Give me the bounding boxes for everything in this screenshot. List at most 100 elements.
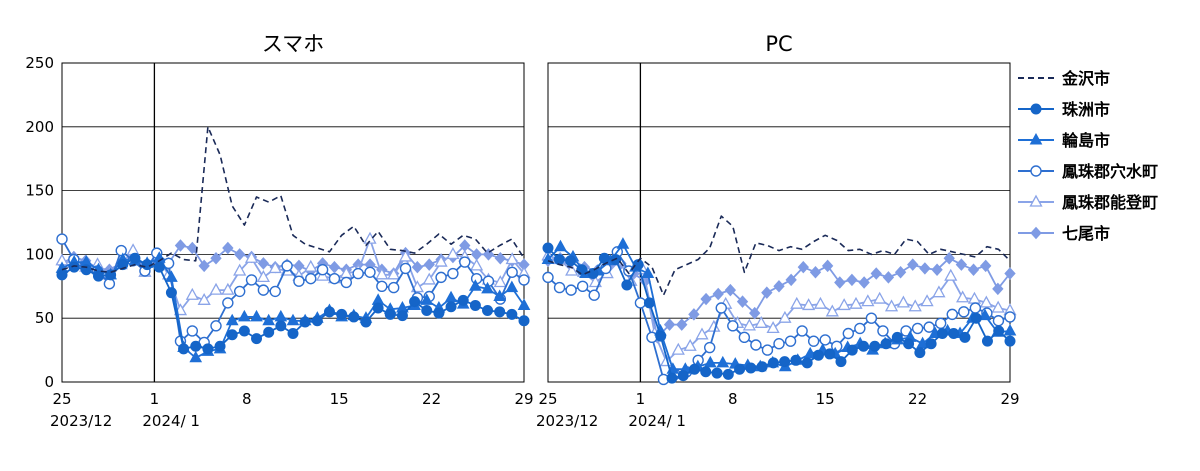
data-point: [812, 349, 824, 361]
legend-item: 鳳珠郡穴水町: [1018, 162, 1158, 181]
data-point: [773, 338, 785, 350]
data-point: [970, 312, 982, 324]
data-point: [873, 291, 887, 304]
data-point: [554, 239, 567, 252]
data-point: [553, 254, 565, 266]
data-point: [340, 276, 353, 289]
data-point: [955, 258, 968, 271]
data-point: [754, 315, 768, 328]
data-point: [352, 267, 364, 280]
data-point: [197, 292, 211, 305]
data-point: [263, 326, 275, 338]
data-point: [756, 361, 768, 373]
data-point: [919, 262, 931, 275]
data-point: [734, 363, 746, 375]
x-tick-label: 29: [1000, 390, 1019, 408]
x-tick-label: 1: [150, 390, 160, 408]
data-point: [666, 372, 678, 384]
data-point: [715, 302, 727, 314]
data-point: [233, 263, 247, 276]
data-point: [210, 320, 222, 332]
legend-label: 鳳珠郡能登町: [1062, 193, 1158, 212]
data-point: [1003, 323, 1017, 336]
data-point: [790, 296, 804, 309]
data-point: [287, 328, 299, 340]
data-point: [716, 355, 730, 368]
data-point: [750, 339, 762, 351]
data-point: [903, 338, 915, 350]
data-point: [634, 297, 647, 309]
data-point: [423, 258, 435, 271]
data-point: [186, 325, 199, 337]
data-point: [493, 275, 507, 288]
data-point: [824, 348, 836, 360]
legend-marker: [1030, 165, 1042, 177]
data-point: [979, 295, 993, 308]
data-point: [884, 299, 899, 312]
legend-item: 鳳珠郡能登町: [1018, 193, 1158, 212]
data-point: [422, 272, 436, 285]
chart-panel-2: 25 1 8 15 22 29 2023/12 2024/ 1 PC: [536, 32, 1020, 430]
data-point: [880, 338, 892, 350]
y-tick-label: 200: [25, 118, 54, 136]
data-point: [588, 289, 600, 301]
data-point: [481, 281, 494, 294]
data-point: [316, 264, 329, 276]
data-point: [244, 250, 259, 263]
data-point: [222, 241, 234, 255]
data-point: [411, 260, 424, 274]
legend-label: 珠洲市: [1062, 100, 1110, 119]
data-point: [398, 249, 413, 262]
data-point: [364, 266, 376, 278]
data-point: [956, 290, 970, 303]
data-point: [978, 308, 992, 321]
data-point: [202, 343, 214, 355]
legend-item: 七尾市: [1018, 224, 1110, 243]
data-point: [153, 261, 165, 273]
data-point: [846, 344, 858, 356]
legend-marker: [1029, 194, 1043, 207]
data-point: [459, 256, 471, 268]
data-point: [796, 325, 808, 337]
data-point: [250, 309, 263, 322]
data-point: [801, 357, 813, 369]
data-point: [433, 307, 445, 319]
data-point: [68, 261, 80, 273]
data-point: [943, 251, 955, 265]
data-point: [911, 322, 924, 335]
data-point: [742, 318, 756, 331]
x-tick-label: 8: [728, 390, 738, 408]
data-point: [209, 282, 223, 295]
data-point: [736, 295, 749, 308]
x-tick-label: 22: [908, 390, 927, 408]
data-point: [931, 263, 943, 276]
data-point: [700, 292, 712, 306]
data-point: [858, 276, 870, 289]
data-point: [268, 261, 282, 274]
data-point: [482, 305, 494, 317]
data-point: [819, 334, 831, 346]
data-point: [1004, 335, 1016, 347]
data-point: [434, 254, 448, 267]
legend-marker: [1029, 132, 1043, 145]
data-point: [869, 340, 881, 352]
y-tick-label: 150: [25, 182, 54, 200]
data-point: [688, 363, 700, 375]
data-point: [399, 262, 412, 275]
data-point: [621, 279, 633, 291]
data-point: [469, 279, 482, 291]
series-金沢市: [61, 126, 525, 274]
series-line: [61, 238, 525, 344]
data-point: [553, 281, 566, 294]
legend-marker: [1030, 103, 1042, 115]
data-point: [190, 340, 202, 352]
data-point: [396, 310, 408, 322]
data-point: [616, 237, 630, 249]
data-point: [517, 298, 531, 310]
x-tick-label: 22: [422, 390, 441, 408]
data-point: [421, 305, 433, 317]
data-point: [238, 325, 250, 337]
data-point: [234, 248, 246, 261]
